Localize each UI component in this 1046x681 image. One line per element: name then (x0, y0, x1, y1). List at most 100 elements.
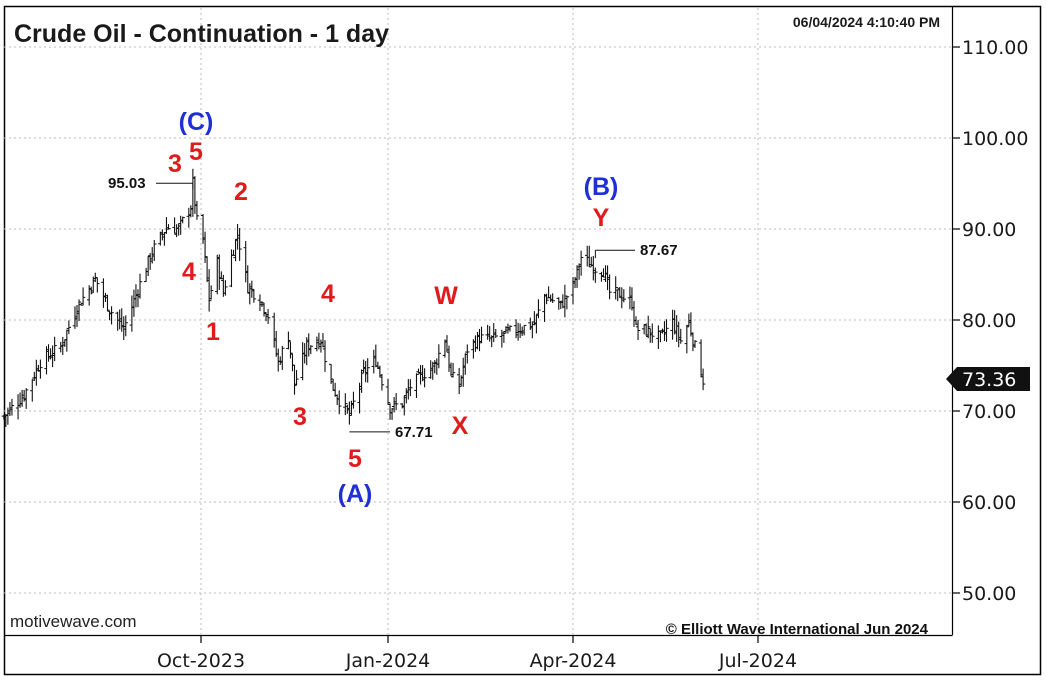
price-label: 87.67 (640, 242, 678, 259)
wave-label: (A) (338, 480, 373, 508)
wave-label: W (434, 282, 458, 310)
ohlc-bar (522, 324, 527, 336)
chart-border (3, 5, 1042, 676)
ohlc-bar (78, 303, 84, 306)
wave-label: 4 (182, 258, 196, 286)
time-tick-label: Apr-2024 (530, 650, 617, 672)
ohlc-bar (251, 289, 257, 303)
ohlc-bar (351, 391, 356, 409)
ohlc-bar (23, 388, 29, 409)
ohlc-bar (123, 315, 128, 337)
ohlc-bar (180, 216, 185, 224)
ohlc-bar (379, 373, 385, 391)
time-tick-label: Oct-2023 (157, 650, 245, 672)
ohlc-bar (166, 224, 171, 230)
ohlc-bar (359, 369, 364, 393)
price-tick-label: 90.00 (962, 219, 1016, 241)
ohlc-bar (52, 336, 57, 362)
price-label-group: 95.03 (108, 175, 194, 192)
price-tick-label: 50.00 (962, 583, 1016, 605)
wave-label: 3 (293, 403, 307, 431)
ohlc-bar (288, 341, 293, 359)
ohlc-bar (223, 280, 228, 296)
ohlc-bar (365, 358, 370, 383)
ohlc-bar (137, 273, 143, 299)
price-tick-label: 60.00 (962, 492, 1016, 514)
wave-label: 1 (206, 318, 220, 346)
ohlc-bar (76, 299, 82, 322)
ohlc-bar (578, 250, 584, 276)
ohlc-bar (308, 345, 313, 355)
ohlc-bar (38, 359, 43, 379)
price-tick-label: 80.00 (962, 310, 1016, 332)
price-label: 95.03 (108, 175, 146, 192)
wave-label: X (452, 412, 469, 440)
ohlc-bar (109, 306, 114, 325)
ohlc-bar (650, 323, 655, 343)
ohlc-bar (587, 245, 592, 268)
ohlc-bar (536, 299, 541, 319)
ohlc-bar (408, 379, 413, 397)
wave-label: (C) (179, 108, 214, 136)
ohlc-bar (393, 392, 399, 411)
ohlc-bar (450, 362, 456, 378)
ohlc-bar (208, 285, 214, 300)
ohlc-bar (152, 239, 157, 261)
wave-label: (B) (584, 173, 619, 201)
ohlc-bar (80, 287, 86, 306)
ohlc-bar (700, 368, 706, 391)
wave-label: Y (593, 204, 610, 232)
price-label: 67.71 (395, 424, 433, 441)
ohlc-bar (507, 325, 513, 332)
ohlc-bar (621, 289, 627, 303)
price-bars (1, 168, 706, 427)
ohlc-bar (259, 301, 265, 307)
ohlc-bar (493, 328, 498, 339)
time-tick-label: Jan-2024 (345, 650, 431, 672)
last-price-label: 73.36 (962, 369, 1016, 391)
ohlc-bar (607, 274, 612, 300)
ohlc-bar (593, 267, 598, 283)
ohlc-bar (294, 370, 299, 386)
ohlc-bar (465, 344, 470, 364)
ohlc-bar (692, 340, 698, 348)
ohlc-bar (280, 345, 285, 370)
price-label-group: 67.71 (349, 424, 433, 441)
wave-label: 3 (168, 150, 182, 178)
ohlc-bar (237, 228, 242, 261)
wave-label: 2 (234, 178, 248, 206)
timestamp: 06/04/2024 4:10:40 PM (793, 14, 940, 30)
ohlc-bar (422, 368, 427, 388)
gridlines (4, 8, 952, 635)
wave-label: 5 (348, 445, 362, 473)
wave-label: 5 (189, 138, 203, 166)
ohlc-bar (678, 328, 683, 344)
ohlc-bar (105, 294, 110, 311)
price-tick-label: 110.00 (962, 37, 1028, 59)
last-price-marker: 73.36 (946, 367, 1030, 391)
ohlc-bar (613, 276, 618, 300)
price-annotations: 95.03 67.71 87.67 (108, 175, 678, 441)
ohlc-bar (414, 373, 419, 398)
ohlc-bar (30, 379, 35, 402)
ohlc-bar (265, 309, 271, 324)
price-tick-label: 70.00 (962, 401, 1016, 423)
ohlc-bar (286, 331, 291, 350)
ohlc-bar (95, 277, 100, 293)
ohlc-bar (322, 340, 328, 372)
ohlc-bar (292, 364, 297, 395)
ohlc-bar (550, 293, 555, 303)
ohlc-bar (343, 393, 348, 416)
ohlc-bar (564, 295, 570, 310)
ohlc-bar (206, 269, 212, 312)
ewi-copyright: © Elliott Wave International Jun 2024 (666, 621, 929, 638)
price-tick-label: 100.00 (962, 128, 1028, 150)
ohlc-bar (194, 200, 200, 220)
price-axis: 110.00 100.00 90.00 80.00 70.00 60.00 50.00 (952, 37, 1028, 605)
ohlc-bar (456, 367, 462, 395)
motivewave-credit: motivewave.com (10, 612, 137, 631)
ohlc-bar (664, 319, 669, 342)
wave-label: 4 (321, 280, 335, 308)
ohlc-bar (646, 315, 651, 339)
